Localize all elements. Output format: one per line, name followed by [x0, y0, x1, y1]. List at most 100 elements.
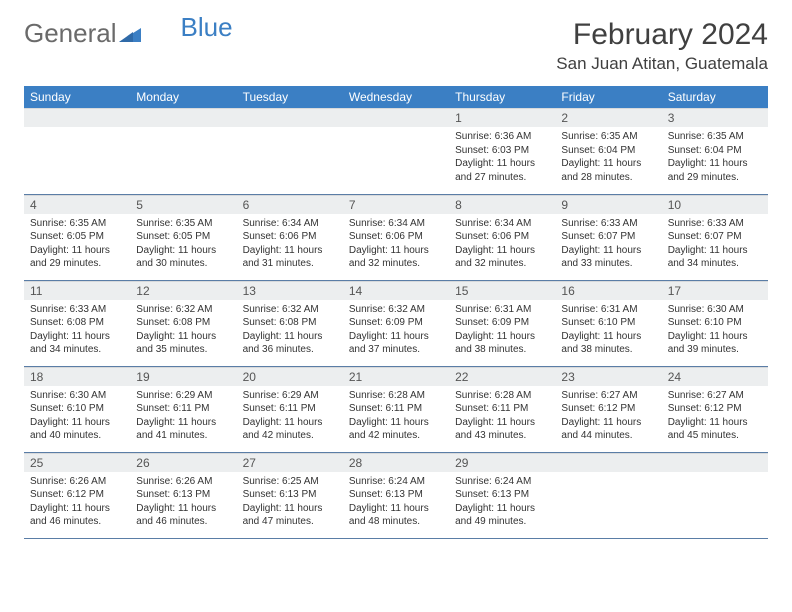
day-number: 16 [555, 281, 661, 300]
day-body: Sunrise: 6:29 AMSunset: 6:11 PMDaylight:… [130, 386, 236, 447]
calendar-cell: 21Sunrise: 6:28 AMSunset: 6:11 PMDayligh… [343, 366, 449, 452]
day-number [555, 453, 661, 472]
day-number: 1 [449, 108, 555, 127]
day-number: 15 [449, 281, 555, 300]
calendar-cell: 3Sunrise: 6:35 AMSunset: 6:04 PMDaylight… [662, 108, 768, 194]
day-body: Sunrise: 6:35 AMSunset: 6:04 PMDaylight:… [555, 127, 661, 188]
calendar-row: 25Sunrise: 6:26 AMSunset: 6:12 PMDayligh… [24, 452, 768, 538]
day-body: Sunrise: 6:32 AMSunset: 6:08 PMDaylight:… [130, 300, 236, 361]
day-number: 9 [555, 195, 661, 214]
calendar-cell: 22Sunrise: 6:28 AMSunset: 6:11 PMDayligh… [449, 366, 555, 452]
day-number [130, 108, 236, 127]
location: San Juan Atitan, Guatemala [556, 54, 768, 74]
day-body: Sunrise: 6:35 AMSunset: 6:04 PMDaylight:… [662, 127, 768, 188]
day-number: 26 [130, 453, 236, 472]
day-number: 21 [343, 367, 449, 386]
logo-text-2: Blue [181, 12, 233, 43]
calendar-cell [662, 452, 768, 538]
day-number: 2 [555, 108, 661, 127]
day-body: Sunrise: 6:34 AMSunset: 6:06 PMDaylight:… [237, 214, 343, 275]
calendar-cell: 26Sunrise: 6:26 AMSunset: 6:13 PMDayligh… [130, 452, 236, 538]
day-number [24, 108, 130, 127]
calendar-cell: 14Sunrise: 6:32 AMSunset: 6:09 PMDayligh… [343, 280, 449, 366]
calendar-cell [237, 108, 343, 194]
day-number: 17 [662, 281, 768, 300]
day-body: Sunrise: 6:33 AMSunset: 6:07 PMDaylight:… [662, 214, 768, 275]
calendar-cell: 29Sunrise: 6:24 AMSunset: 6:13 PMDayligh… [449, 452, 555, 538]
calendar-cell: 11Sunrise: 6:33 AMSunset: 6:08 PMDayligh… [24, 280, 130, 366]
calendar-cell: 27Sunrise: 6:25 AMSunset: 6:13 PMDayligh… [237, 452, 343, 538]
day-number: 5 [130, 195, 236, 214]
weekday-header: Sunday [24, 86, 130, 108]
day-number: 12 [130, 281, 236, 300]
day-number: 4 [24, 195, 130, 214]
day-number: 23 [555, 367, 661, 386]
calendar-cell: 9Sunrise: 6:33 AMSunset: 6:07 PMDaylight… [555, 194, 661, 280]
day-body: Sunrise: 6:33 AMSunset: 6:08 PMDaylight:… [24, 300, 130, 361]
day-body: Sunrise: 6:28 AMSunset: 6:11 PMDaylight:… [343, 386, 449, 447]
day-body: Sunrise: 6:32 AMSunset: 6:09 PMDaylight:… [343, 300, 449, 361]
day-body: Sunrise: 6:34 AMSunset: 6:06 PMDaylight:… [449, 214, 555, 275]
day-body: Sunrise: 6:31 AMSunset: 6:09 PMDaylight:… [449, 300, 555, 361]
day-number: 13 [237, 281, 343, 300]
day-body: Sunrise: 6:35 AMSunset: 6:05 PMDaylight:… [24, 214, 130, 275]
calendar-cell: 18Sunrise: 6:30 AMSunset: 6:10 PMDayligh… [24, 366, 130, 452]
calendar-cell: 16Sunrise: 6:31 AMSunset: 6:10 PMDayligh… [555, 280, 661, 366]
day-body: Sunrise: 6:24 AMSunset: 6:13 PMDaylight:… [343, 472, 449, 533]
month-title: February 2024 [556, 18, 768, 52]
calendar-cell: 25Sunrise: 6:26 AMSunset: 6:12 PMDayligh… [24, 452, 130, 538]
day-body: Sunrise: 6:36 AMSunset: 6:03 PMDaylight:… [449, 127, 555, 188]
day-body: Sunrise: 6:27 AMSunset: 6:12 PMDaylight:… [662, 386, 768, 447]
day-number: 20 [237, 367, 343, 386]
calendar-cell [24, 108, 130, 194]
day-body: Sunrise: 6:32 AMSunset: 6:08 PMDaylight:… [237, 300, 343, 361]
calendar-cell: 7Sunrise: 6:34 AMSunset: 6:06 PMDaylight… [343, 194, 449, 280]
day-number [237, 108, 343, 127]
calendar-table: SundayMondayTuesdayWednesdayThursdayFrid… [24, 86, 768, 539]
title-block: February 2024 San Juan Atitan, Guatemala [556, 18, 768, 74]
day-body: Sunrise: 6:28 AMSunset: 6:11 PMDaylight:… [449, 386, 555, 447]
day-body: Sunrise: 6:34 AMSunset: 6:06 PMDaylight:… [343, 214, 449, 275]
day-number: 28 [343, 453, 449, 472]
day-number: 24 [662, 367, 768, 386]
calendar-cell: 24Sunrise: 6:27 AMSunset: 6:12 PMDayligh… [662, 366, 768, 452]
calendar-row: 1Sunrise: 6:36 AMSunset: 6:03 PMDaylight… [24, 108, 768, 194]
day-body: Sunrise: 6:26 AMSunset: 6:12 PMDaylight:… [24, 472, 130, 533]
day-body: Sunrise: 6:30 AMSunset: 6:10 PMDaylight:… [662, 300, 768, 361]
weekday-header: Tuesday [237, 86, 343, 108]
calendar-cell: 28Sunrise: 6:24 AMSunset: 6:13 PMDayligh… [343, 452, 449, 538]
day-body: Sunrise: 6:27 AMSunset: 6:12 PMDaylight:… [555, 386, 661, 447]
day-number: 19 [130, 367, 236, 386]
day-number: 25 [24, 453, 130, 472]
day-number: 10 [662, 195, 768, 214]
day-number: 8 [449, 195, 555, 214]
day-number: 18 [24, 367, 130, 386]
calendar-cell: 5Sunrise: 6:35 AMSunset: 6:05 PMDaylight… [130, 194, 236, 280]
logo: General Blue [24, 18, 233, 49]
calendar-cell: 8Sunrise: 6:34 AMSunset: 6:06 PMDaylight… [449, 194, 555, 280]
calendar-cell [343, 108, 449, 194]
calendar-cell: 17Sunrise: 6:30 AMSunset: 6:10 PMDayligh… [662, 280, 768, 366]
calendar-cell: 13Sunrise: 6:32 AMSunset: 6:08 PMDayligh… [237, 280, 343, 366]
day-body: Sunrise: 6:26 AMSunset: 6:13 PMDaylight:… [130, 472, 236, 533]
day-number: 14 [343, 281, 449, 300]
weekday-header: Monday [130, 86, 236, 108]
logo-triangle-icon [119, 18, 141, 49]
weekday-header: Wednesday [343, 86, 449, 108]
calendar-cell: 4Sunrise: 6:35 AMSunset: 6:05 PMDaylight… [24, 194, 130, 280]
day-body: Sunrise: 6:24 AMSunset: 6:13 PMDaylight:… [449, 472, 555, 533]
calendar-cell: 1Sunrise: 6:36 AMSunset: 6:03 PMDaylight… [449, 108, 555, 194]
calendar-cell: 15Sunrise: 6:31 AMSunset: 6:09 PMDayligh… [449, 280, 555, 366]
calendar-cell: 12Sunrise: 6:32 AMSunset: 6:08 PMDayligh… [130, 280, 236, 366]
calendar-cell: 2Sunrise: 6:35 AMSunset: 6:04 PMDaylight… [555, 108, 661, 194]
day-body: Sunrise: 6:30 AMSunset: 6:10 PMDaylight:… [24, 386, 130, 447]
calendar-body: 1Sunrise: 6:36 AMSunset: 6:03 PMDaylight… [24, 108, 768, 538]
weekday-header: Friday [555, 86, 661, 108]
day-body: Sunrise: 6:33 AMSunset: 6:07 PMDaylight:… [555, 214, 661, 275]
day-number: 3 [662, 108, 768, 127]
calendar-cell: 10Sunrise: 6:33 AMSunset: 6:07 PMDayligh… [662, 194, 768, 280]
calendar-row: 4Sunrise: 6:35 AMSunset: 6:05 PMDaylight… [24, 194, 768, 280]
calendar-row: 18Sunrise: 6:30 AMSunset: 6:10 PMDayligh… [24, 366, 768, 452]
day-body: Sunrise: 6:29 AMSunset: 6:11 PMDaylight:… [237, 386, 343, 447]
calendar-cell: 20Sunrise: 6:29 AMSunset: 6:11 PMDayligh… [237, 366, 343, 452]
